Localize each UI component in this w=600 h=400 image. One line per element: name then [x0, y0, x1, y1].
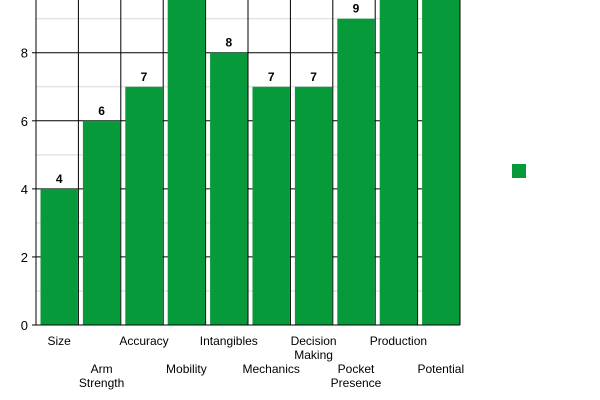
bar: [294, 86, 333, 325]
legend-swatch: [512, 164, 526, 178]
y-tick-label: 0: [21, 318, 28, 333]
data-label: 6: [98, 104, 105, 118]
category-label: Intangibles: [200, 334, 258, 348]
bar: [422, 0, 460, 325]
category-label: Size: [48, 334, 72, 348]
bar: [40, 188, 78, 325]
category-label: Potential: [417, 362, 464, 376]
y-tick-label: 2: [21, 250, 28, 265]
category-label: Pocket Presence: [331, 362, 382, 390]
category-label: Decision Making: [291, 334, 337, 362]
labels: 4 Size 6 Arm Strength 7 Accuracy Mobility 8 Intan…: [21, 2, 464, 390]
data-label: 7: [310, 70, 317, 84]
category-label: Accuracy: [119, 334, 168, 348]
bar: [82, 120, 121, 325]
bar: [252, 86, 290, 325]
bar: [125, 86, 163, 325]
axes: [32, 0, 461, 326]
bars: [40, 0, 460, 326]
y-tick-label: 6: [21, 114, 28, 129]
bar: [337, 18, 375, 325]
category-label: Production: [370, 334, 427, 348]
data-label: 7: [141, 70, 148, 84]
bar: [210, 52, 248, 326]
data-label: 9: [353, 2, 360, 16]
category-label: Mobility: [166, 362, 207, 376]
data-label: 7: [268, 70, 275, 84]
category-label: Arm Strength: [79, 362, 124, 390]
category-label: Mechanics: [243, 362, 300, 376]
data-label: 8: [225, 36, 232, 50]
y-tick-label: 8: [21, 46, 28, 61]
data-label: 4: [56, 172, 63, 186]
y-tick-label: 4: [21, 182, 28, 197]
bar: [167, 0, 206, 325]
bar: [379, 0, 418, 325]
